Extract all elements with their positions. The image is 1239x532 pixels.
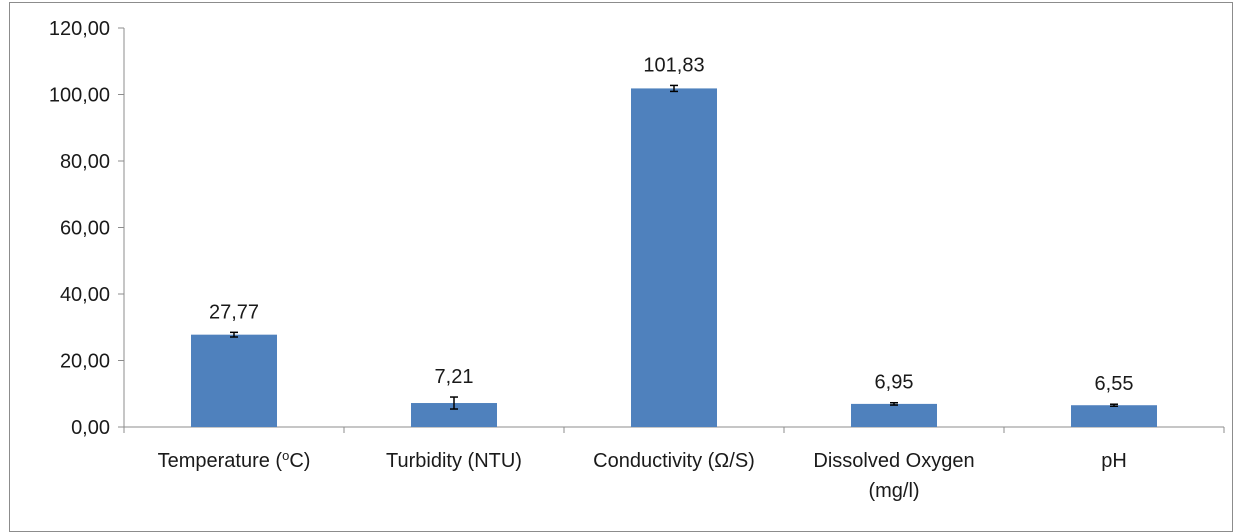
bars <box>191 84 1157 427</box>
y-tick-label: 120,00 <box>49 18 110 40</box>
category-label: Turbidity (NTU) <box>386 450 522 472</box>
y-tick-label: 40,00 <box>60 284 110 306</box>
bar <box>191 334 277 427</box>
bar <box>411 403 497 427</box>
bar <box>1071 405 1157 427</box>
category-label: Conductivity (Ω/S) <box>593 450 755 472</box>
data-label: 6,95 <box>875 372 914 394</box>
y-tick-label: 100,00 <box>49 85 110 107</box>
data-label: 7,21 <box>435 366 474 388</box>
category-label: Dissolved Oxygen <box>813 450 974 472</box>
x-axis: Temperature (oC) Turbidity (NTU) Conductiv… <box>123 426 1225 502</box>
y-axis: 0,00 20,00 40,00 60,00 80,00 100,00 120,00 <box>49 18 125 439</box>
bar-chart: 0,00 20,00 40,00 60,00 80,00 100,00 120,00 Tem… <box>49 18 1225 502</box>
bar <box>851 403 937 427</box>
data-label: 101,83 <box>643 54 704 76</box>
y-tick-label: 0,00 <box>71 417 110 439</box>
y-tick-label: 20,00 <box>60 351 110 373</box>
data-label: 27,77 <box>209 301 259 323</box>
bar <box>631 88 717 427</box>
data-labels: 27,77 7,21 101,83 6,95 6,55 <box>209 54 1134 395</box>
y-tick-label: 60,00 <box>60 218 110 240</box>
category-label: Temperature (oC) <box>158 448 311 473</box>
category-label: pH <box>1101 450 1127 472</box>
data-label: 6,55 <box>1095 373 1134 395</box>
y-tick-label: 80,00 <box>60 151 110 173</box>
category-label-line2: (mg/l) <box>868 480 919 502</box>
